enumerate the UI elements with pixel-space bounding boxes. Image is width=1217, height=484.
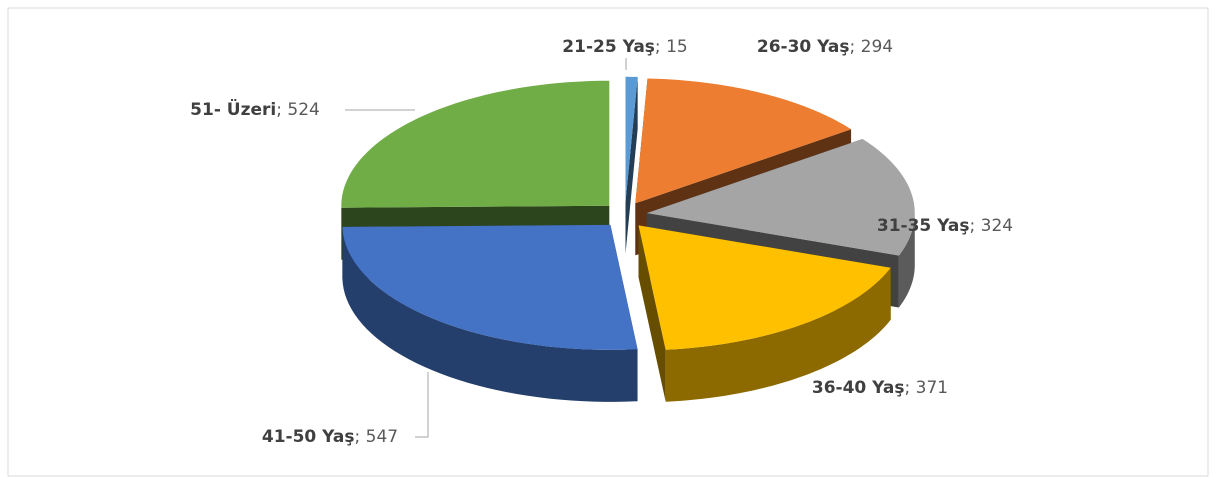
label-value: 371 bbox=[916, 378, 948, 398]
data-label: 41-50 Yaş; 547 bbox=[262, 427, 398, 447]
slice-top bbox=[638, 225, 891, 350]
label-value: 324 bbox=[981, 216, 1013, 236]
slice-side bbox=[625, 76, 638, 254]
label-value: 547 bbox=[366, 427, 398, 447]
label-separator: ; bbox=[355, 427, 366, 447]
label-separator: ; bbox=[905, 378, 916, 398]
slice-top bbox=[341, 80, 610, 208]
slice bbox=[625, 76, 638, 254]
label-category: 41-50 Yaş bbox=[262, 427, 355, 447]
leader-line bbox=[415, 372, 429, 438]
slice-top bbox=[625, 76, 638, 202]
label-value: 524 bbox=[287, 100, 319, 120]
label-value: 294 bbox=[861, 37, 893, 57]
slice-side bbox=[638, 225, 666, 402]
label-category: 31-35 Yaş bbox=[877, 216, 970, 236]
slice-wall bbox=[342, 226, 638, 402]
label-separator: ; bbox=[850, 37, 861, 57]
slice-wall bbox=[665, 267, 891, 402]
slice-wall bbox=[898, 213, 915, 308]
slice-top bbox=[635, 78, 852, 204]
label-category: 36-40 Yaş bbox=[812, 378, 905, 398]
label-value: 15 bbox=[666, 37, 688, 57]
slice-top bbox=[646, 138, 915, 256]
data-label: 26-30 Yaş; 294 bbox=[757, 37, 893, 57]
label-separator: ; bbox=[655, 37, 666, 57]
slice bbox=[638, 225, 891, 402]
label-category: 21-25 Yaş bbox=[562, 37, 655, 57]
data-label: 31-35 Yaş; 324 bbox=[877, 216, 1013, 236]
data-label: 51- Üzeri; 524 bbox=[190, 98, 320, 120]
slice-top bbox=[342, 224, 638, 350]
label-category: 26-30 Yaş bbox=[757, 37, 850, 57]
label-separator: ; bbox=[276, 100, 287, 120]
label-separator: ; bbox=[970, 216, 981, 236]
slice bbox=[342, 224, 638, 402]
data-label: 36-40 Yaş; 371 bbox=[812, 378, 948, 398]
data-label: 21-25 Yaş; 15 bbox=[562, 37, 687, 57]
label-category: 51- Üzeri bbox=[190, 98, 276, 120]
